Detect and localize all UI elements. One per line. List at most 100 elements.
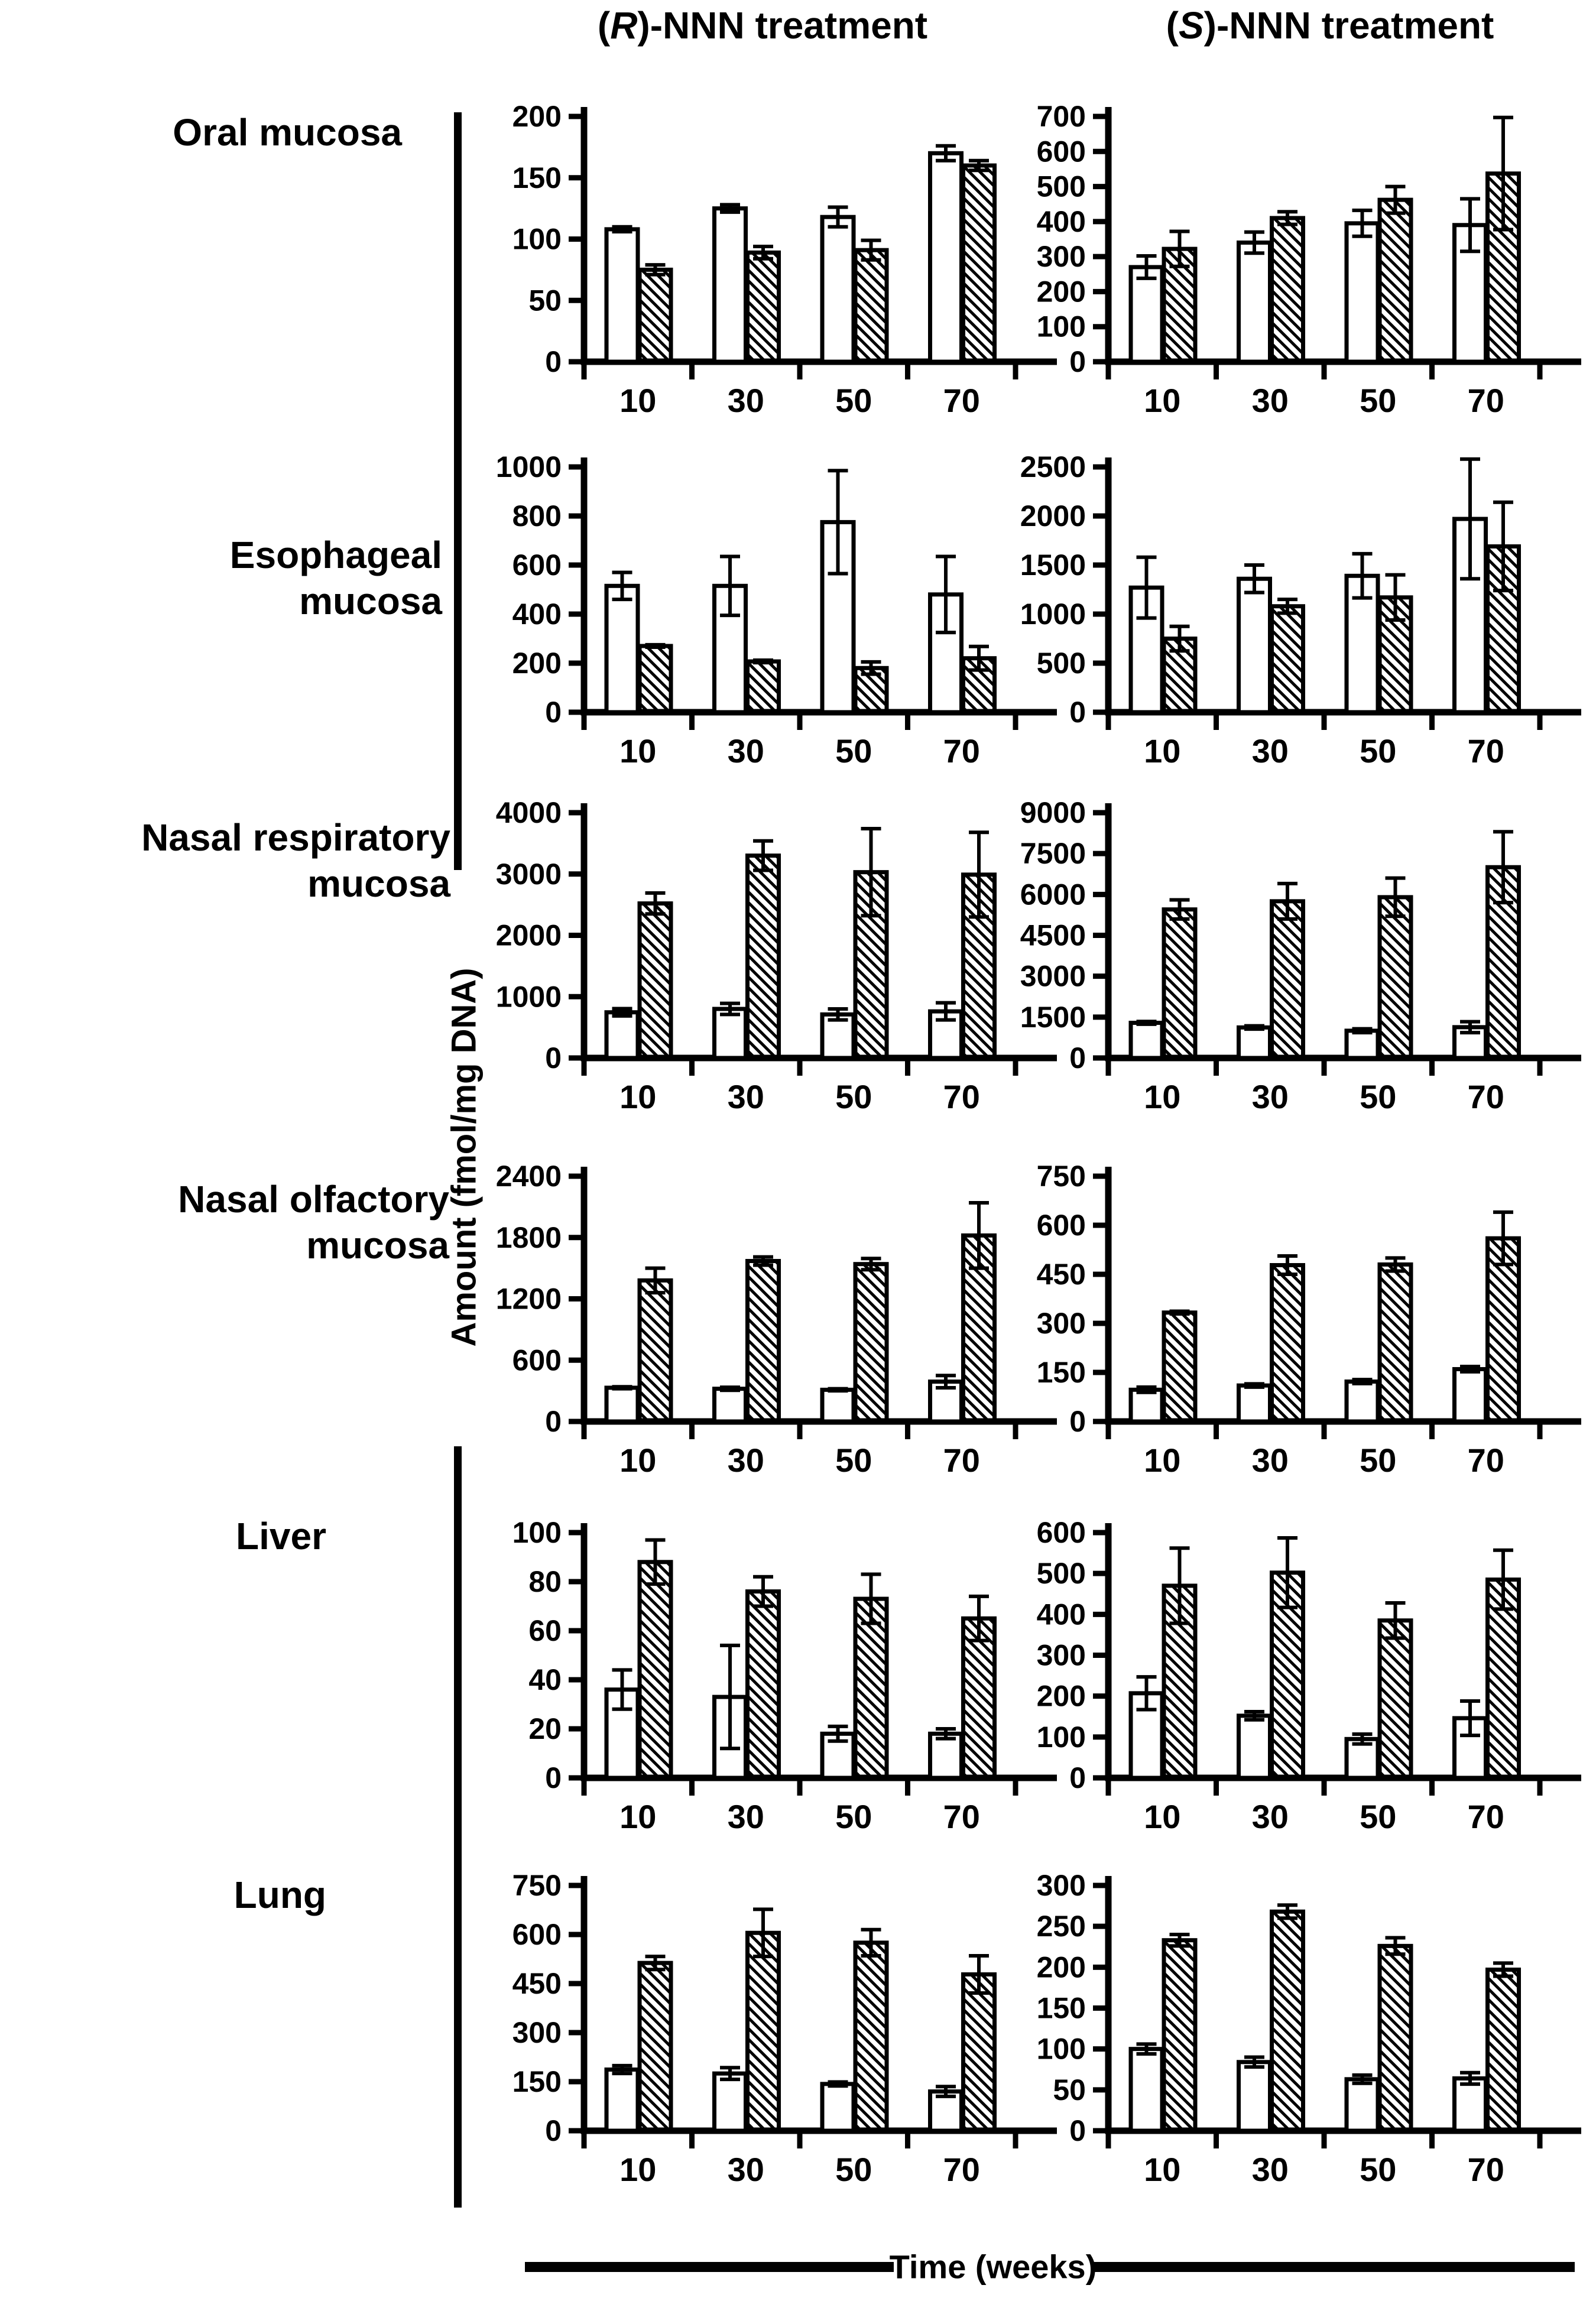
y-tick-label: 600 [512, 1918, 562, 1951]
y-tick-label: 1200 [496, 1283, 562, 1316]
y-tick-label: 40 [528, 1663, 562, 1696]
y-tick-label: 200 [1037, 275, 1086, 308]
chart-panel-esophageal-mucosa-s-nnn: 0 500 1000 1500 2000 2500 10 30 50 70 [1020, 450, 1581, 770]
open-bar [712, 1007, 748, 1060]
x-tick-label: 70 [943, 732, 980, 770]
row-label-nasal-respiratory-mucosa: Nasal respiratory mucosa [141, 814, 450, 907]
open-bar [712, 2071, 748, 2133]
y-tick-label: 300 [512, 2016, 562, 2049]
open-bar [1344, 1379, 1380, 1424]
hatched-bar [853, 870, 889, 1060]
x-tick-label: 70 [1468, 2151, 1504, 2188]
y-tick-label: 50 [528, 284, 562, 317]
hatched-bar [853, 1262, 889, 1424]
hatched-bar [637, 644, 673, 715]
y-tick-label: 9000 [1020, 796, 1086, 829]
x-tick-label: 10 [1144, 1798, 1180, 1835]
x-tick-label: 10 [1144, 1078, 1180, 1115]
row-label-nasal-olfactory-mucosa: Nasal olfactory mucosa [178, 1176, 449, 1268]
x-tick-label: 70 [943, 1078, 980, 1115]
y-tick-label: 1500 [1020, 1001, 1086, 1034]
hatched-bar [745, 1589, 781, 1780]
hatched-bar [745, 659, 781, 715]
y-tick-label: 3000 [1020, 960, 1086, 993]
x-tick-label: 30 [728, 1798, 764, 1835]
y-tick-label: 0 [1069, 345, 1086, 378]
y-tick-label: 150 [512, 161, 562, 194]
x-tick-label: 10 [1144, 732, 1180, 770]
y-tick-label: 100 [1037, 310, 1086, 343]
y-tick-label: 150 [512, 2065, 562, 2098]
chart-panel-nasal-respiratory-mucosa-r-nnn: 0 1000 2000 3000 4000 10 30 50 70 [496, 796, 1057, 1115]
hatched-bar [1270, 1909, 1305, 2133]
y-tick-label: 450 [1037, 1258, 1086, 1291]
y-tick-label: 300 [1037, 1869, 1086, 1902]
y-tick-label: 200 [1037, 1950, 1086, 1984]
x-tick-label: 10 [619, 1798, 656, 1835]
y-tick-label: 100 [512, 223, 562, 256]
y-tick-label: 600 [1037, 1516, 1086, 1549]
y-tick-label: 3000 [496, 858, 562, 891]
y-tick-label: 0 [545, 1041, 562, 1075]
x-tick-label: 70 [1468, 732, 1504, 770]
hatched-bar [745, 1259, 781, 1424]
hatched-bar [1377, 197, 1413, 364]
chart-panel-lung-r-nnn: 0 150 300 450 600 750 10 30 50 70 [512, 1869, 1057, 2188]
x-tick-label: 30 [1252, 732, 1289, 770]
x-tick-label: 30 [728, 1442, 764, 1479]
y-tick-label: 7500 [1020, 837, 1086, 870]
x-tick-label: 10 [1144, 382, 1180, 419]
hatched-bar [637, 901, 673, 1060]
open-bar [820, 1387, 856, 1424]
chart-panel-lung-s-nnn: 0 50 100 150 200 250 300 10 30 50 70 [1037, 1869, 1581, 2188]
x-tick-label: 70 [943, 2151, 980, 2188]
x-tick-label: 10 [619, 1078, 656, 1115]
title-emph-r: R [610, 4, 638, 47]
chart-panel-nasal-olfactory-mucosa-s-nnn: 0 150 300 450 600 750 10 30 50 70 [1037, 1160, 1581, 1479]
hatched-bar [1377, 1262, 1413, 1424]
chart-panel-oral-mucosa-r-nnn: 0 50 100 150 200 10 30 50 70 [512, 100, 1057, 419]
x-tick-label: 50 [1360, 382, 1396, 419]
column-title-r-nnn-treatment: (R)-NNN treatment [598, 2, 927, 48]
row-label-line: mucosa [306, 1224, 449, 1267]
y-tick-label: 0 [545, 345, 562, 378]
hatched-bar [853, 1940, 889, 2133]
title-emph-s: S [1178, 4, 1204, 47]
y-tick-label: 750 [512, 1869, 562, 1902]
x-tick-label: 30 [1252, 1442, 1289, 1479]
hatched-bar [1377, 1618, 1413, 1780]
open-bar [1452, 2076, 1488, 2133]
hatched-bar [1162, 907, 1198, 1060]
y-tick-label: 100 [1037, 1721, 1086, 1754]
open-bar [1237, 576, 1272, 715]
x-tick-label: 50 [835, 2151, 872, 2188]
y-tick-label: 500 [1037, 170, 1086, 203]
column-title-s-nnn-treatment: (S)-NNN treatment [1166, 2, 1494, 48]
y-tick-label: 600 [1037, 1209, 1086, 1242]
row-label-line: Oral mucosa [173, 111, 402, 154]
x-tick-label: 30 [1252, 1078, 1289, 1115]
x-tick-label: 70 [1468, 1798, 1504, 1835]
row-label-line: mucosa [307, 862, 450, 905]
x-tick-label: 10 [619, 2151, 656, 2188]
open-bar [928, 151, 964, 364]
hatched-bar [745, 853, 781, 1060]
y-tick-label: 0 [1069, 1405, 1086, 1438]
x-tick-label: 70 [1468, 1442, 1504, 1479]
y-tick-label: 700 [1037, 100, 1086, 133]
x-tick-label: 30 [1252, 382, 1289, 419]
y-tick-label: 0 [1069, 2114, 1086, 2147]
hatched-bar [1162, 1938, 1198, 2133]
y-tick-label: 0 [545, 1405, 562, 1438]
open-bar [1237, 2060, 1272, 2133]
x-tick-label: 50 [835, 732, 872, 770]
time-axis-rule-left [525, 2262, 894, 2272]
open-bar [1128, 1387, 1164, 1424]
y-tick-label: 300 [1037, 240, 1086, 273]
x-tick-label: 70 [943, 382, 980, 419]
y-tick-label: 100 [512, 1516, 562, 1549]
chart-panel-nasal-olfactory-mucosa-r-nnn: 0 600 1200 1800 2400 10 30 50 70 [496, 1160, 1057, 1479]
row-label-line: Lung [233, 1874, 326, 1916]
y-tick-label: 300 [1037, 1307, 1086, 1340]
